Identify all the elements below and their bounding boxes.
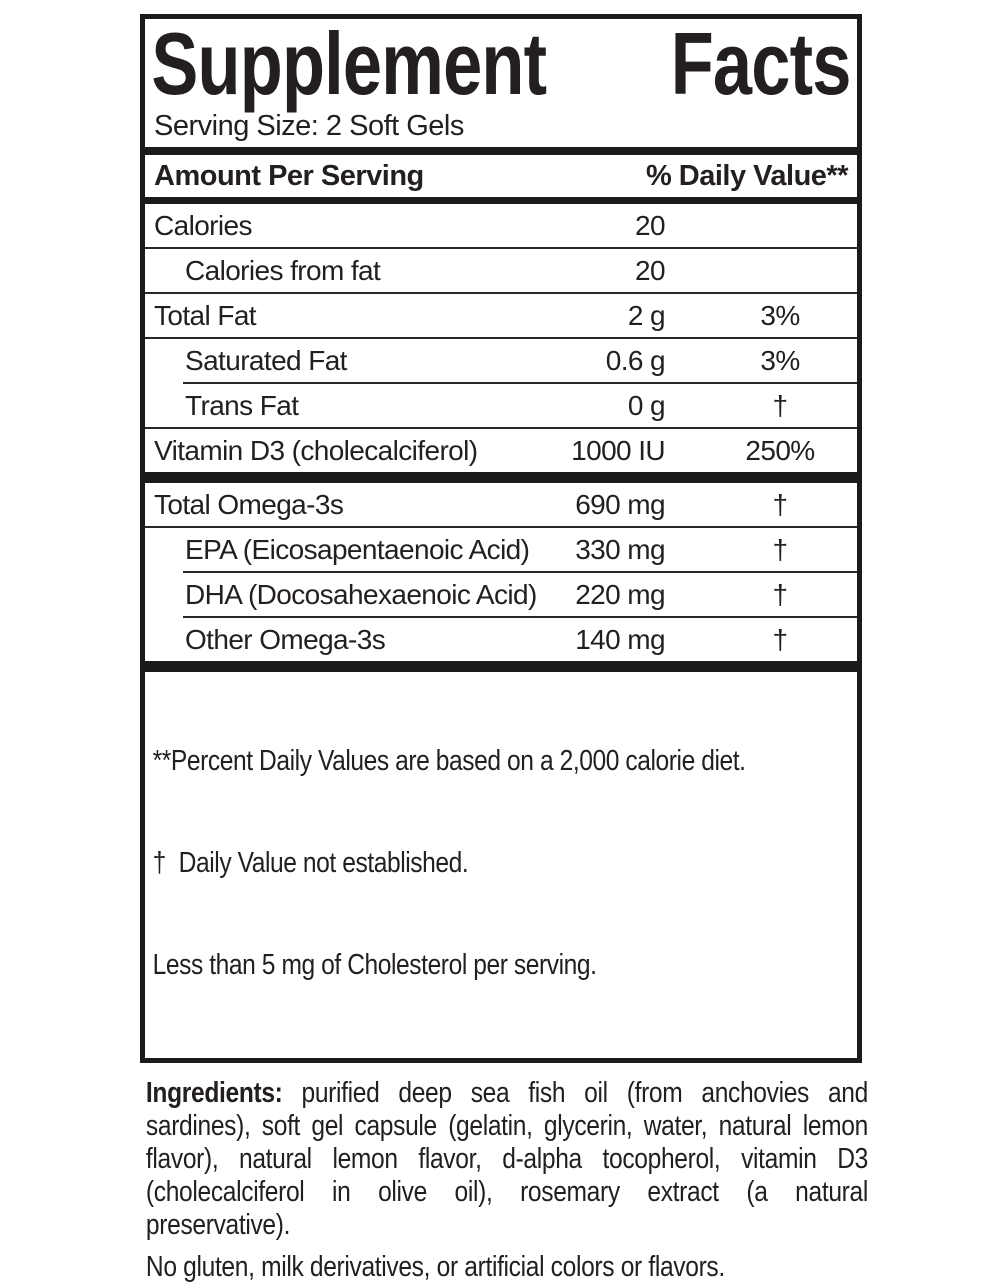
nutrient-daily-value: 3% [760, 299, 800, 331]
footnote-percent-dv: **Percent Daily Values are based on a 2,… [152, 745, 746, 777]
nutrient-row: Total Fat 2 g 3% [145, 294, 857, 337]
allergen-note: No gluten, milk derivatives, or artifici… [145, 1251, 725, 1283]
nutrient-name: Trans Fat [185, 389, 299, 421]
ingredients-label: Ingredients: [145, 1077, 283, 1109]
divider-thick-footnotes [145, 661, 857, 672]
nutrient-rows-omega: Total Omega-3s 690 mg † EPA (Eicosapentaeno… [145, 483, 857, 661]
title-word-supplement: Supplement [151, 14, 547, 113]
nutrient-name: EPA (Eicosapentaenoic Acid) [185, 533, 530, 565]
nutrient-daily-value: † [772, 533, 789, 565]
nutrient-daily-value: 3% [760, 344, 800, 376]
panel-title: Supplement Facts [145, 14, 857, 113]
nutrient-daily-value: † [772, 623, 789, 655]
nutrient-name: Calories [154, 209, 253, 241]
row-divider [183, 382, 857, 384]
nutrient-amount: 20 [635, 209, 666, 241]
nutrient-amount: 220 mg [575, 578, 665, 610]
row-divider [145, 427, 857, 429]
title-word-facts: Facts [670, 14, 852, 113]
row-divider [145, 247, 857, 249]
footnotes-block: **Percent Daily Values are based on a 2,… [145, 672, 871, 1058]
nutrient-row: Other Omega-3s 140 mg † [145, 618, 857, 661]
nutrient-row: Calories 20 [145, 204, 857, 247]
nutrient-name: Vitamin D3 (cholecalciferol) [154, 434, 478, 466]
supplement-facts-panel: Supplement Facts Serving Size: 2 Soft Ge… [140, 14, 862, 1063]
nutrient-amount: 0.6 g [605, 344, 666, 376]
nutrient-amount: 2 g [627, 299, 666, 331]
row-divider [145, 526, 857, 528]
header-daily-value: % Daily Value** [645, 159, 849, 192]
ingredients-paragraph: Ingredients: purified deep sea fish oil … [140, 1077, 868, 1242]
nutrient-row: Total Omega-3s 690 mg † [145, 483, 857, 526]
label-sheet: Supplement Facts Serving Size: 2 Soft Ge… [140, 14, 868, 1283]
nutrient-name: Total Omega-3s [154, 488, 344, 520]
nutrient-amount: 0 g [627, 389, 666, 421]
footnote-dagger: † Daily Value not established. [152, 847, 469, 879]
nutrient-amount: 1000 IU [571, 434, 665, 466]
serving-size-text: Serving Size: 2 Soft Gels [154, 110, 464, 142]
nutrient-daily-value: † [772, 488, 789, 520]
nutrient-amount: 690 mg [575, 488, 665, 520]
nutrient-row: EPA (Eicosapentaenoic Acid) 330 mg † [145, 528, 857, 571]
nutrient-amount: 20 [635, 254, 666, 286]
nutrient-name: Total Fat [154, 299, 257, 331]
nutrient-name: DHA (Docosahexaenoic Acid) [185, 578, 537, 610]
nutrient-row: Calories from fat 20 [145, 249, 857, 292]
header-rule [145, 197, 857, 204]
divider-thick-omega [145, 472, 857, 483]
row-divider [145, 337, 857, 339]
nutrient-row: Trans Fat 0 g † [145, 384, 857, 427]
nutrient-amount: 330 mg [575, 533, 665, 565]
header-amount-per-serving: Amount Per Serving [154, 159, 424, 192]
divider-thick-top [145, 147, 857, 155]
nutrient-rows-main: Calories 20 Calories from fat 20 Total Fat 2 … [145, 204, 857, 472]
nutrient-daily-value: † [772, 578, 789, 610]
row-divider [183, 616, 857, 618]
nutrient-name: Calories from fat [185, 254, 381, 286]
nutrient-amount: 140 mg [575, 623, 665, 655]
row-divider [145, 292, 857, 294]
nutrient-row: Saturated Fat 0.6 g 3% [145, 339, 857, 382]
nutrient-daily-value: 250% [745, 434, 815, 466]
nutrient-row: DHA (Docosahexaenoic Acid) 220 mg † [145, 573, 857, 616]
nutrient-name: Other Omega-3s [185, 623, 386, 655]
nutrient-name: Saturated Fat [185, 344, 347, 376]
row-divider [183, 571, 857, 573]
nutrient-row: Vitamin D3 (cholecalciferol) 1000 IU 250% [145, 429, 857, 472]
table-header-row: Amount Per Serving % Daily Value** [145, 155, 857, 197]
footnote-cholesterol: Less than 5 mg of Cholesterol per servin… [152, 949, 597, 981]
nutrient-daily-value: † [772, 389, 789, 421]
